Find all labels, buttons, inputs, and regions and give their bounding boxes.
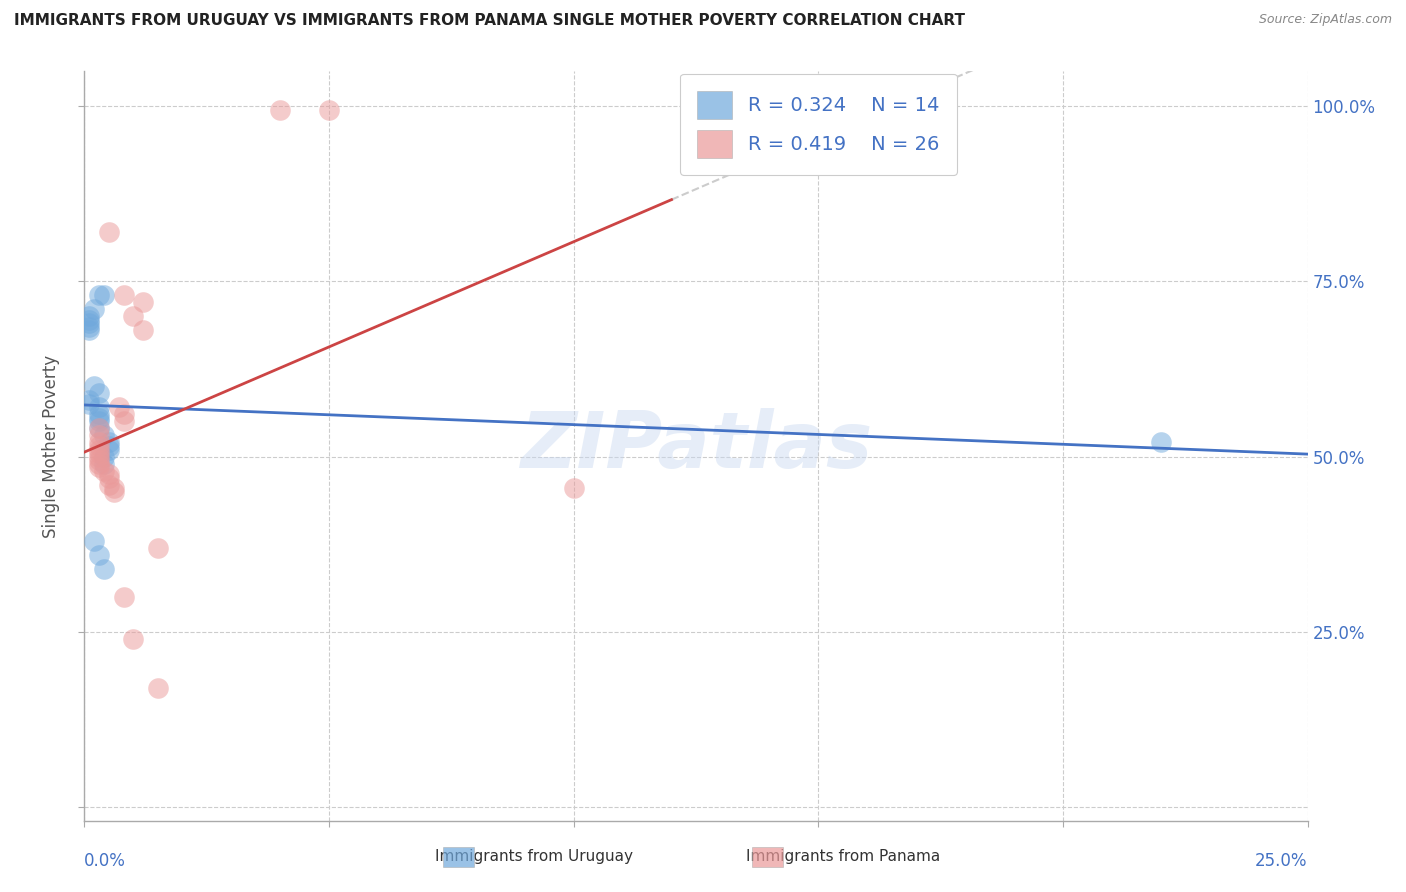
Point [97, 477, 120, 491]
Point [93, 561, 115, 575]
Point [83, 302, 105, 317]
Point [77, 310, 100, 324]
Point [103, 481, 125, 495]
Point [269, 103, 291, 117]
Point [112, 415, 135, 429]
Point [112, 590, 135, 604]
Point [93, 450, 115, 464]
Point [97, 467, 120, 481]
Point [87, 421, 110, 435]
Point [87, 435, 110, 450]
Text: 25.0%: 25.0% [1256, 852, 1308, 871]
Point [87, 288, 110, 302]
Point [87, 450, 110, 464]
Point [77, 397, 100, 411]
Point [87, 408, 110, 422]
Y-axis label: Single Mother Poverty: Single Mother Poverty [42, 354, 60, 538]
Point [93, 457, 115, 471]
Point [87, 428, 110, 442]
Point [758, 103, 780, 117]
Point [146, 681, 169, 695]
Text: Immigrants from Panama: Immigrants from Panama [747, 849, 941, 863]
Point [87, 460, 110, 475]
Point [97, 470, 120, 484]
Point [87, 439, 110, 453]
Point [146, 541, 169, 555]
Text: ZIPatlas: ZIPatlas [520, 408, 872, 484]
Point [97, 439, 120, 453]
Point [87, 442, 110, 457]
Point [77, 320, 100, 334]
Point [83, 533, 105, 548]
Point [122, 632, 145, 646]
Point [77, 313, 100, 327]
Point [93, 288, 115, 302]
Point [318, 103, 340, 117]
Point [87, 446, 110, 460]
Point [87, 401, 110, 415]
Point [103, 484, 125, 499]
Point [87, 415, 110, 429]
Point [77, 393, 100, 408]
Point [93, 463, 115, 477]
Point [132, 323, 155, 337]
Point [112, 408, 135, 422]
Point [97, 435, 120, 450]
Point [97, 442, 120, 457]
Point [87, 453, 110, 467]
Point [132, 295, 155, 310]
Text: Source: ZipAtlas.com: Source: ZipAtlas.com [1258, 13, 1392, 27]
Point [87, 421, 110, 435]
Point [87, 548, 110, 562]
Point [97, 226, 120, 240]
Point [112, 288, 135, 302]
Text: IMMIGRANTS FROM URUGUAY VS IMMIGRANTS FROM PANAMA SINGLE MOTHER POVERTY CORRELAT: IMMIGRANTS FROM URUGUAY VS IMMIGRANTS FR… [14, 13, 965, 29]
Point [87, 457, 110, 471]
Point [87, 386, 110, 401]
Point [87, 411, 110, 425]
Point [83, 379, 105, 393]
Point [122, 310, 145, 324]
Legend: R = 0.324    N = 14, R = 0.419    N = 26: R = 0.324 N = 14, R = 0.419 N = 26 [681, 73, 956, 176]
Point [77, 317, 100, 331]
Text: 0.0%: 0.0% [84, 852, 127, 871]
Point [77, 323, 100, 337]
Point [107, 401, 129, 415]
Point [562, 481, 585, 495]
Point [93, 428, 115, 442]
Text: Immigrants from Uruguay: Immigrants from Uruguay [436, 849, 633, 863]
Point [1150, 435, 1173, 450]
